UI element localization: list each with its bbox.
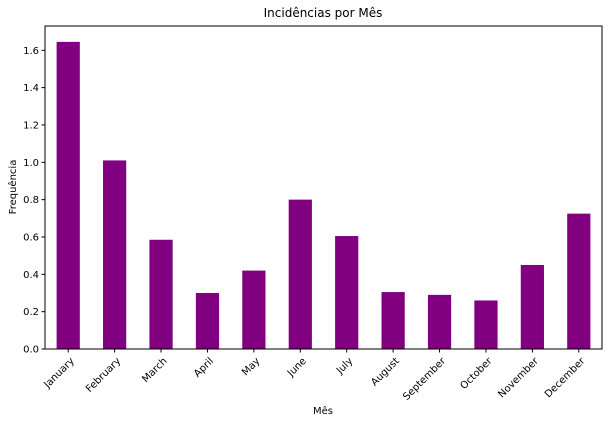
- bar-may: [242, 270, 266, 349]
- y-tick-label: 1.4: [23, 83, 39, 94]
- x-axis-label: Mês: [313, 405, 333, 417]
- y-tick-label: 1.2: [23, 120, 39, 131]
- bar-july: [335, 236, 359, 349]
- x-tick-label: January: [42, 356, 77, 391]
- y-tick-label: 0.6: [23, 232, 39, 243]
- x-axis: January February March April May June July Augu…: [42, 349, 588, 403]
- bar-march: [149, 239, 173, 349]
- y-tick-label: 0.4: [23, 270, 39, 281]
- bar-april: [195, 292, 220, 349]
- x-tick-label: April: [192, 356, 216, 380]
- y-axis: 0.0 0.2 0.4 0.6 0.8 1.0 1.2 1.4 1.6: [23, 46, 45, 356]
- x-tick-label: August: [369, 356, 402, 389]
- bar-october: [474, 300, 498, 349]
- x-tick-label: February: [84, 356, 123, 395]
- x-tick-label: June: [285, 356, 309, 380]
- bar-june: [288, 199, 312, 349]
- x-tick-label: July: [334, 356, 355, 377]
- y-tick-label: 1.6: [23, 46, 39, 57]
- bar-december: [567, 213, 591, 349]
- bars-group: [56, 41, 591, 350]
- y-axis-label: Frequência: [7, 160, 19, 215]
- y-tick-label: 0.0: [23, 345, 39, 356]
- x-tick-label: October: [458, 355, 495, 392]
- y-tick-label: 0.2: [23, 307, 39, 318]
- bar-january: [56, 41, 80, 350]
- y-tick-label: 1.0: [23, 158, 39, 169]
- bar-august: [381, 292, 405, 349]
- x-tick-label: November: [496, 355, 541, 400]
- bar-february: [103, 160, 127, 349]
- x-tick-label: May: [240, 356, 262, 378]
- chart-title: Incidências por Mês: [264, 6, 383, 20]
- x-tick-label: December: [543, 355, 588, 400]
- bar-september: [427, 294, 452, 349]
- plot-frame: [44, 25, 603, 350]
- bar-november: [520, 264, 544, 349]
- x-tick-label: March: [140, 356, 169, 385]
- x-tick-label: September: [401, 355, 448, 402]
- y-tick-label: 0.8: [23, 195, 39, 206]
